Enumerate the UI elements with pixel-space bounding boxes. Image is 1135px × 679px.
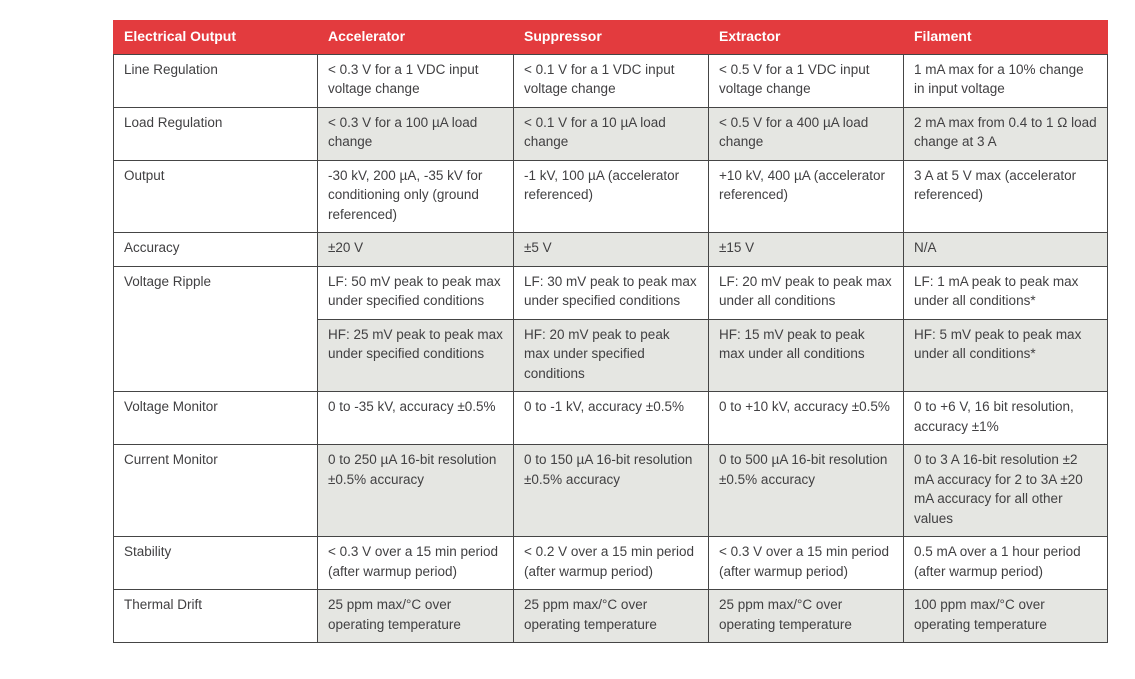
cell-accuracy-suppressor: ±5 V xyxy=(513,232,709,267)
table-row-voltage-monitor: Voltage Monitor 0 to -35 kV, accuracy ±0… xyxy=(113,391,1108,445)
cell-thermal-drift-suppressor: 25 ppm max/°C over operating temperature xyxy=(513,589,709,643)
cell-current-monitor-accelerator: 0 to 250 µA 16-bit resolution ±0.5% accu… xyxy=(317,444,514,537)
header-suppressor: Suppressor xyxy=(513,20,709,55)
cell-line-regulation-filament: 1 mA max for a 10% change in input volta… xyxy=(903,53,1108,108)
table-row-output: Output -30 kV, 200 µA, -35 kV for condit… xyxy=(113,159,1108,233)
electrical-output-spec-table-container: Electrical Output Accelerator Suppressor… xyxy=(113,20,1108,643)
cell-accuracy-filament: N/A xyxy=(903,232,1108,267)
header-accelerator: Accelerator xyxy=(317,20,514,55)
cell-voltage-ripple-lf-extractor: LF: 20 mV peak to peak max under all con… xyxy=(708,265,904,320)
cell-thermal-drift-filament: 100 ppm max/°C over operating temperatur… xyxy=(903,589,1108,643)
cell-voltage-ripple-lf-suppressor: LF: 30 mV peak to peak max under specifi… xyxy=(513,265,709,320)
table-row-voltage-ripple-lf: Voltage Ripple LF: 50 mV peak to peak ma… xyxy=(113,265,1108,392)
cell-load-regulation-accelerator: < 0.3 V for a 100 µA load change xyxy=(317,106,514,161)
cell-voltage-ripple-hf-filament: HF: 5 mV peak to peak max under all cond… xyxy=(903,318,1108,392)
cell-thermal-drift-accelerator: 25 ppm max/°C over operating temperature xyxy=(317,589,514,643)
cell-voltage-monitor-accelerator: 0 to -35 kV, accuracy ±0.5% xyxy=(317,391,514,445)
cell-stability-filament: 0.5 mA over a 1 hour period (after warmu… xyxy=(903,536,1108,590)
cell-output-suppressor: -1 kV, 100 µA (accelerator referenced) xyxy=(513,159,709,233)
cell-output-accelerator: -30 kV, 200 µA, -35 kV for conditioning … xyxy=(317,159,514,233)
cell-voltage-monitor-filament: 0 to +6 V, 16 bit resolution, accuracy ±… xyxy=(903,391,1108,445)
cell-current-monitor-filament: 0 to 3 A 16-bit resolution ±2 mA accurac… xyxy=(903,444,1108,537)
row-label-current-monitor: Current Monitor xyxy=(113,444,318,537)
cell-stability-accelerator: < 0.3 V over a 15 min period (after warm… xyxy=(317,536,514,590)
header-electrical-output: Electrical Output xyxy=(113,20,318,55)
table-row-current-monitor: Current Monitor 0 to 250 µA 16-bit resol… xyxy=(113,444,1108,537)
cell-load-regulation-filament: 2 mA max from 0.4 to 1 Ω load change at … xyxy=(903,106,1108,161)
header-row: Electrical Output Accelerator Suppressor… xyxy=(113,20,1108,55)
row-label-output: Output xyxy=(113,159,318,233)
cell-output-extractor: +10 kV, 400 µA (accelerator referenced) xyxy=(708,159,904,233)
cell-load-regulation-suppressor: < 0.1 V for a 10 µA load change xyxy=(513,106,709,161)
electrical-output-spec-table: Electrical Output Accelerator Suppressor… xyxy=(113,20,1108,643)
row-label-voltage-ripple: Voltage Ripple xyxy=(113,265,318,392)
row-label-load-regulation: Load Regulation xyxy=(113,106,318,161)
table-row-stability: Stability < 0.3 V over a 15 min period (… xyxy=(113,536,1108,590)
header-filament: Filament xyxy=(903,20,1108,55)
cell-voltage-ripple-hf-accelerator: HF: 25 mV peak to peak max under specifi… xyxy=(317,318,514,392)
row-label-stability: Stability xyxy=(113,536,318,590)
cell-accuracy-accelerator: ±20 V xyxy=(317,232,514,267)
cell-load-regulation-extractor: < 0.5 V for a 400 µA load change xyxy=(708,106,904,161)
cell-stability-extractor: < 0.3 V over a 15 min period (after warm… xyxy=(708,536,904,590)
row-label-line-regulation: Line Regulation xyxy=(113,53,318,108)
header-extractor: Extractor xyxy=(708,20,904,55)
cell-current-monitor-suppressor: 0 to 150 µA 16-bit resolution ±0.5% accu… xyxy=(513,444,709,537)
cell-line-regulation-extractor: < 0.5 V for a 1 VDC input voltage change xyxy=(708,53,904,108)
cell-output-filament: 3 A at 5 V max (accelerator referenced) xyxy=(903,159,1108,233)
cell-accuracy-extractor: ±15 V xyxy=(708,232,904,267)
table-row-line-regulation: Line Regulation < 0.3 V for a 1 VDC inpu… xyxy=(113,53,1108,108)
cell-voltage-monitor-suppressor: 0 to -1 kV, accuracy ±0.5% xyxy=(513,391,709,445)
cell-line-regulation-accelerator: < 0.3 V for a 1 VDC input voltage change xyxy=(317,53,514,108)
cell-current-monitor-extractor: 0 to 500 µA 16-bit resolution ±0.5% accu… xyxy=(708,444,904,537)
cell-voltage-ripple-hf-suppressor: HF: 20 mV peak to peak max under specifi… xyxy=(513,318,709,392)
table-row-voltage-ripple-hf: HF: 25 mV peak to peak max under specifi… xyxy=(114,318,1108,392)
cell-stability-suppressor: < 0.2 V over a 15 min period (after warm… xyxy=(513,536,709,590)
row-label-voltage-monitor: Voltage Monitor xyxy=(113,391,318,445)
table-row-accuracy: Accuracy ±20 V ±5 V ±15 V N/A xyxy=(113,232,1108,267)
cell-thermal-drift-extractor: 25 ppm max/°C over operating temperature xyxy=(708,589,904,643)
cell-voltage-ripple-lf-accelerator: LF: 50 mV peak to peak max under specifi… xyxy=(317,265,514,320)
table-row-load-regulation: Load Regulation < 0.3 V for a 100 µA loa… xyxy=(113,106,1108,161)
table-row-thermal-drift: Thermal Drift 25 ppm max/°C over operati… xyxy=(113,589,1108,643)
cell-voltage-ripple-lf-filament: LF: 1 mA peak to peak max under all cond… xyxy=(903,265,1108,320)
cell-voltage-monitor-extractor: 0 to +10 kV, accuracy ±0.5% xyxy=(708,391,904,445)
cell-voltage-ripple-hf-extractor: HF: 15 mV peak to peak max under all con… xyxy=(708,318,904,392)
row-label-accuracy: Accuracy xyxy=(113,232,318,267)
cell-line-regulation-suppressor: < 0.1 V for a 1 VDC input voltage change xyxy=(513,53,709,108)
row-label-thermal-drift: Thermal Drift xyxy=(113,589,318,643)
